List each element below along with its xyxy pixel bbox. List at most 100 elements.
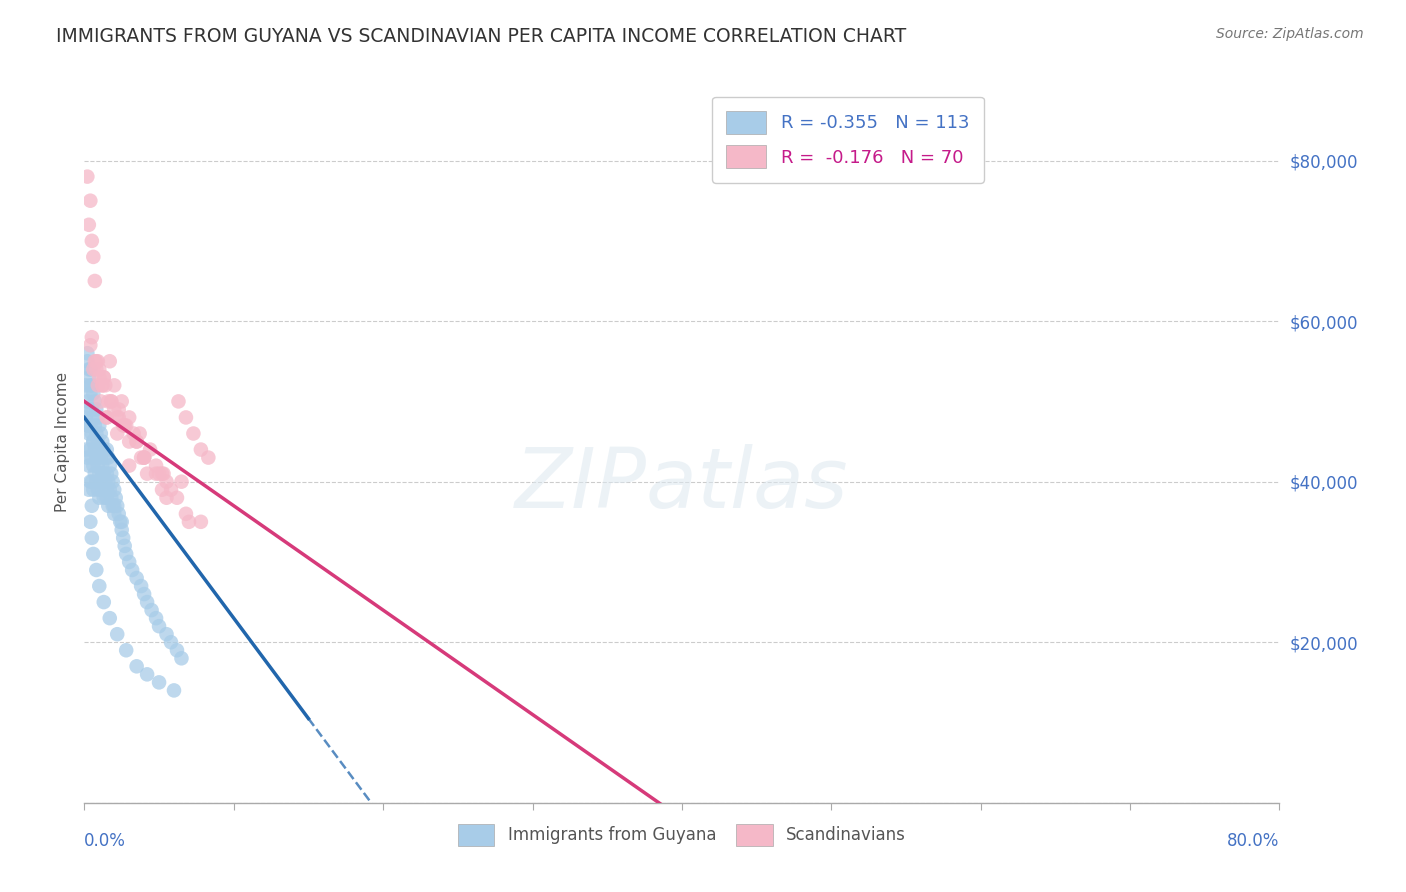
Point: [150, 483, 173, 497]
Point: [121, 563, 143, 577]
Point: [100, 491, 122, 505]
Point: [87, 354, 110, 368]
Point: [82, 386, 104, 401]
Point: [100, 394, 122, 409]
Point: [82, 250, 104, 264]
Point: [79, 338, 101, 352]
Point: [136, 667, 159, 681]
Point: [86, 450, 108, 465]
Point: [96, 410, 118, 425]
Point: [145, 467, 167, 481]
Point: [132, 450, 156, 465]
Point: [118, 555, 141, 569]
Point: [87, 483, 110, 497]
Point: [103, 507, 125, 521]
Point: [190, 442, 212, 457]
Point: [139, 442, 162, 457]
Point: [132, 450, 156, 465]
Point: [77, 370, 100, 384]
Point: [79, 362, 101, 376]
Text: 0.0%: 0.0%: [84, 831, 127, 850]
Point: [86, 475, 108, 489]
Point: [80, 531, 103, 545]
Point: [136, 467, 159, 481]
Point: [112, 531, 135, 545]
Point: [89, 442, 111, 457]
Point: [98, 483, 121, 497]
Point: [87, 450, 110, 465]
Point: [76, 394, 98, 409]
Point: [90, 475, 112, 489]
Point: [77, 402, 100, 417]
Point: [91, 378, 114, 392]
Point: [77, 218, 100, 232]
Point: [87, 410, 110, 425]
Point: [86, 354, 108, 368]
Point: [166, 643, 188, 657]
Point: [125, 434, 148, 449]
Point: [97, 394, 120, 409]
Point: [76, 169, 98, 184]
Point: [86, 402, 108, 417]
Point: [115, 643, 138, 657]
Point: [93, 491, 115, 505]
Point: [103, 402, 125, 417]
Point: [163, 683, 186, 698]
Point: [177, 515, 200, 529]
Point: [160, 483, 183, 497]
Point: [89, 418, 111, 433]
Point: [75, 410, 97, 425]
Point: [190, 515, 212, 529]
Point: [96, 467, 118, 481]
Point: [170, 475, 193, 489]
Point: [148, 619, 170, 633]
Point: [118, 410, 141, 425]
Point: [86, 426, 108, 441]
Point: [148, 675, 170, 690]
Point: [93, 370, 115, 384]
Point: [105, 627, 128, 641]
Point: [89, 491, 111, 505]
Point: [94, 475, 117, 489]
Point: [79, 386, 101, 401]
Point: [155, 627, 177, 641]
Point: [111, 515, 134, 529]
Point: [87, 378, 110, 392]
Point: [122, 426, 145, 441]
Point: [160, 635, 183, 649]
Point: [83, 394, 105, 409]
Point: [82, 434, 104, 449]
Point: [167, 394, 190, 409]
Point: [83, 442, 105, 457]
Point: [80, 499, 103, 513]
Point: [82, 434, 104, 449]
Point: [91, 378, 114, 392]
Point: [104, 491, 127, 505]
Point: [136, 595, 159, 609]
Point: [77, 426, 100, 441]
Text: Source: ZipAtlas.com: Source: ZipAtlas.com: [1216, 27, 1364, 41]
Point: [75, 442, 97, 457]
Point: [93, 442, 115, 457]
Point: [97, 450, 120, 465]
Point: [112, 418, 135, 433]
Text: 80.0%: 80.0%: [1227, 831, 1279, 850]
Point: [94, 378, 117, 392]
Point: [125, 571, 148, 585]
Point: [115, 547, 138, 561]
Point: [77, 458, 100, 473]
Point: [107, 402, 129, 417]
Point: [83, 467, 105, 481]
Point: [96, 442, 118, 457]
Point: [98, 458, 121, 473]
Point: [76, 418, 98, 433]
Point: [150, 467, 173, 481]
Point: [82, 362, 104, 376]
Point: [145, 458, 167, 473]
Point: [80, 450, 103, 465]
Point: [114, 539, 136, 553]
Point: [118, 458, 141, 473]
Point: [93, 467, 115, 481]
Point: [80, 234, 103, 248]
Point: [87, 458, 110, 473]
